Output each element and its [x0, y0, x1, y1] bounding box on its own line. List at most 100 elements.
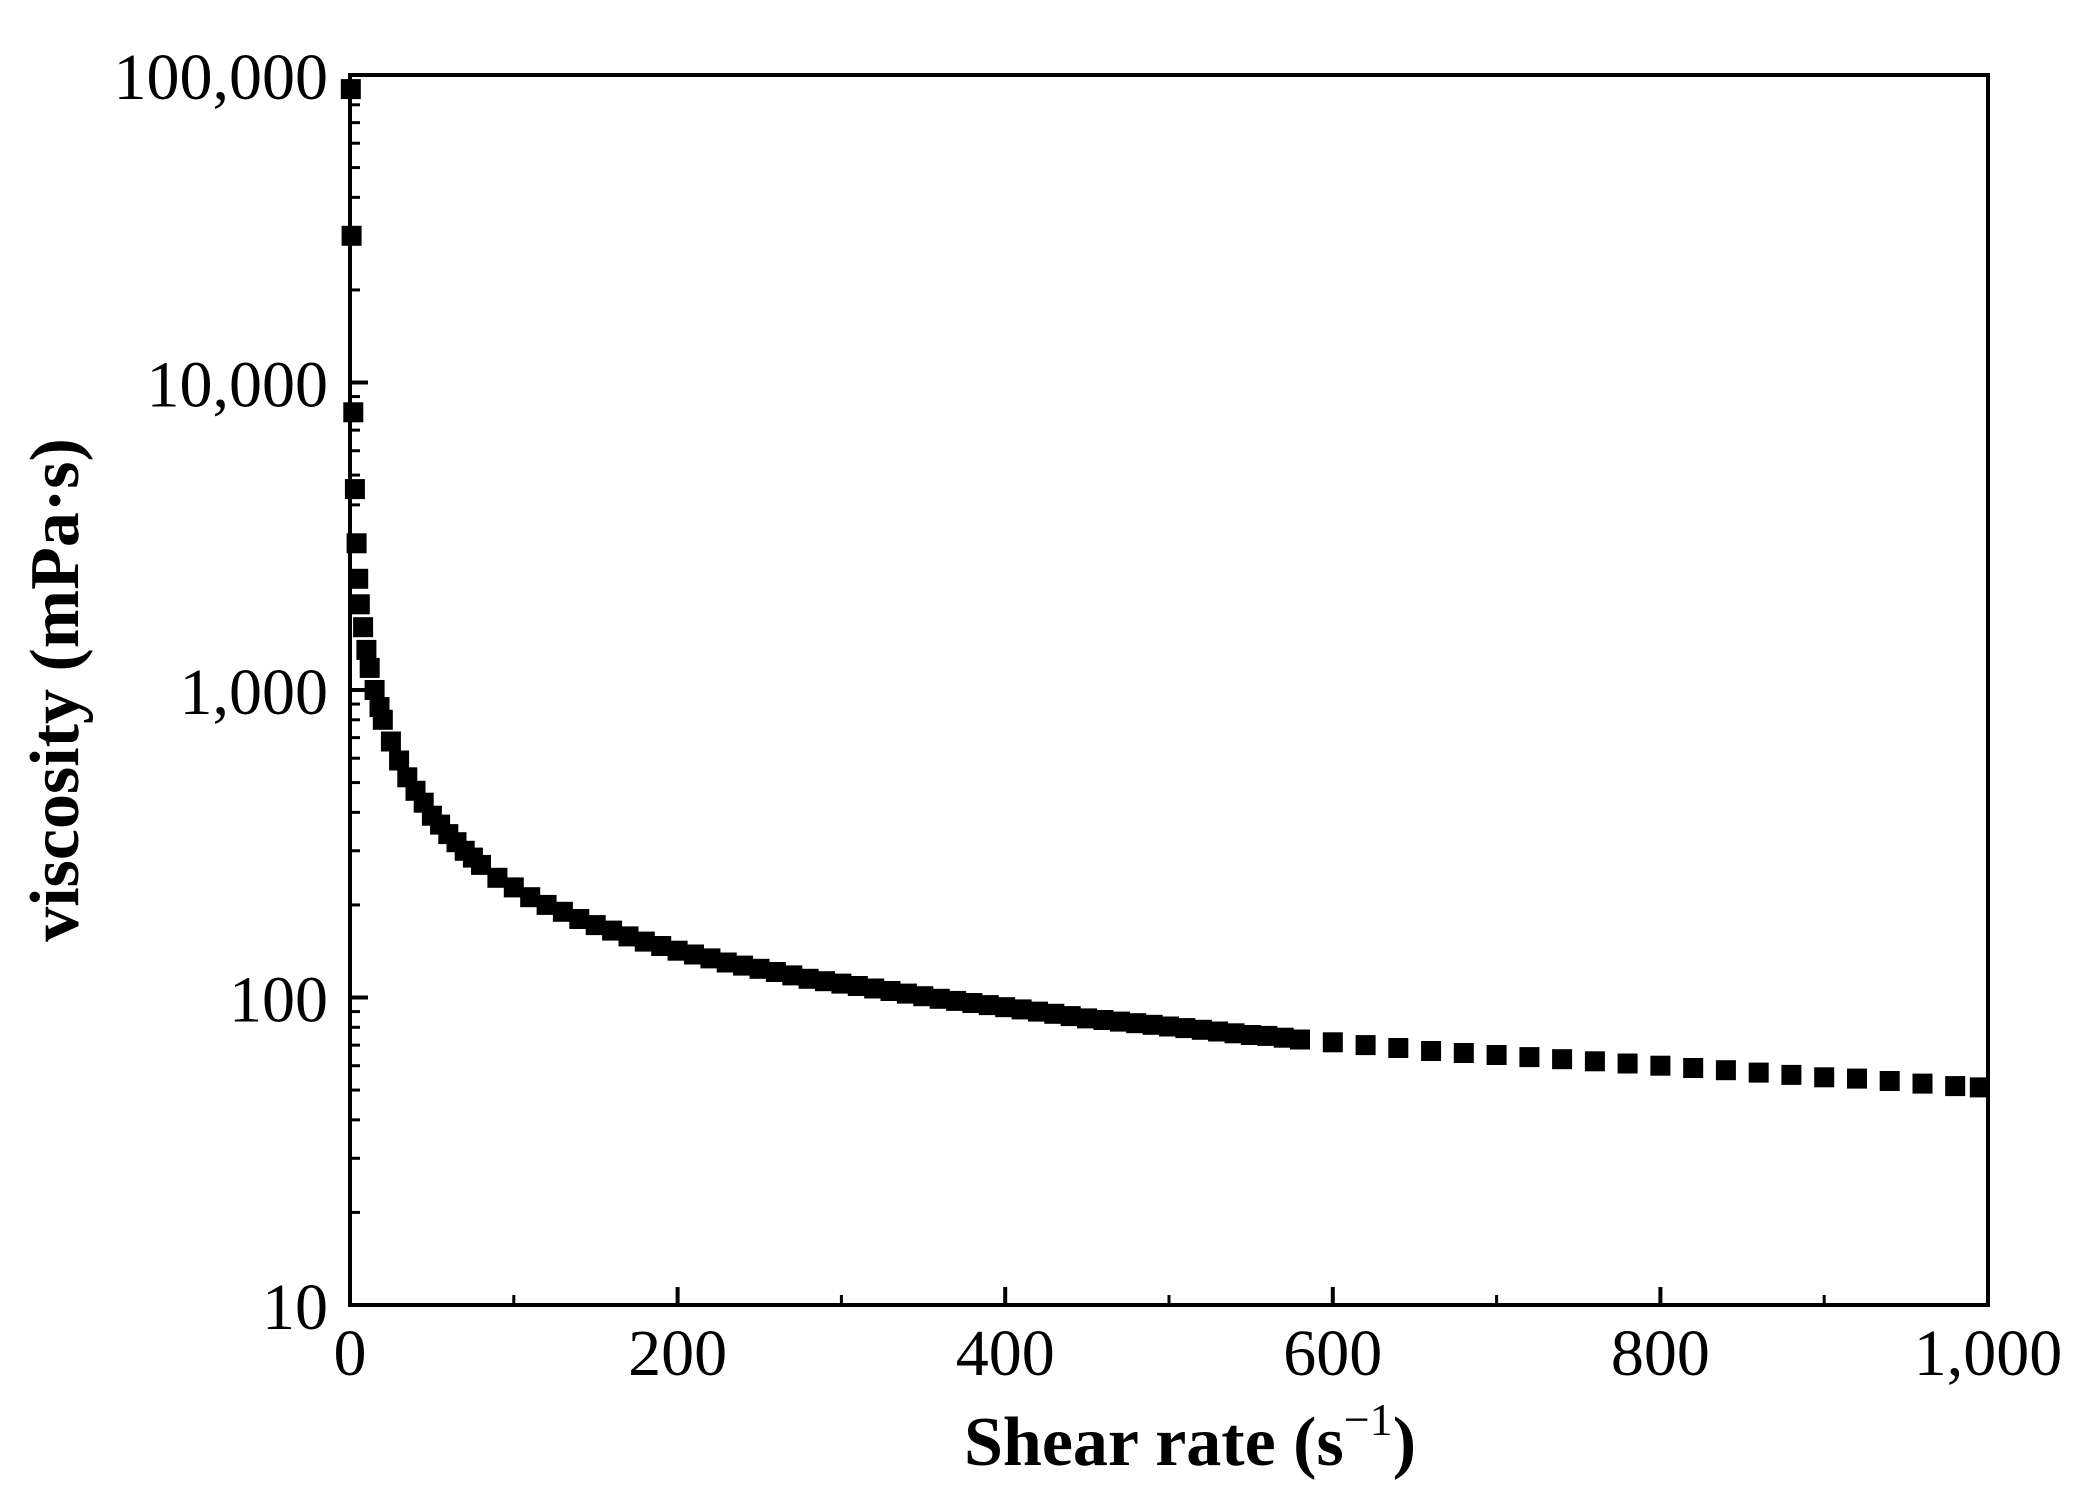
- data-point: [1109, 1011, 1130, 1032]
- data-point: [471, 854, 491, 875]
- data-point: [1650, 1055, 1671, 1076]
- data-point: [380, 731, 401, 752]
- data-point: [946, 990, 967, 1011]
- y-tick-label: 10,000: [147, 349, 329, 422]
- data-point: [1421, 1041, 1442, 1061]
- x-axis-title: Shear rate (s−1): [964, 1394, 1416, 1481]
- data-point: [684, 944, 704, 965]
- x-tick-label: 800: [1611, 1317, 1710, 1390]
- data-point: [896, 983, 917, 1004]
- data-point: [1257, 1025, 1278, 1046]
- data-point: [749, 958, 770, 979]
- data-point: [1224, 1023, 1245, 1044]
- data-point: [1093, 1010, 1114, 1030]
- y-tick-label: 100: [229, 964, 328, 1037]
- data-point: [1273, 1027, 1294, 1048]
- data-point: [1683, 1058, 1704, 1078]
- data-point: [585, 915, 606, 936]
- data-point: [782, 965, 803, 986]
- data-point: [864, 978, 885, 999]
- data-point: [1355, 1035, 1376, 1056]
- data-point: [1142, 1014, 1163, 1035]
- data-point: [520, 887, 541, 908]
- data-point: [359, 657, 380, 678]
- data-point: [1077, 1008, 1098, 1029]
- plot-frame: [348, 73, 1990, 1307]
- data-point: [1011, 999, 1032, 1020]
- data-point: [995, 997, 1016, 1018]
- data-point: [1617, 1053, 1638, 1074]
- data-point: [1159, 1016, 1179, 1037]
- data-point: [1814, 1067, 1835, 1088]
- data-point: [1208, 1021, 1229, 1042]
- data-point: [602, 920, 623, 941]
- data-point: [634, 931, 655, 952]
- data-point: [503, 877, 524, 898]
- x-tick-label: 200: [628, 1317, 727, 1390]
- y-major-ticks: [350, 73, 368, 1307]
- data-point: [389, 750, 410, 771]
- data-point: [1781, 1064, 1802, 1085]
- x-tick-label: 0: [334, 1317, 367, 1390]
- data-point: [700, 948, 721, 969]
- data-point: [1290, 1029, 1310, 1050]
- y-minor-ticks: [350, 87, 360, 1214]
- data-point: [618, 926, 639, 947]
- data-point: [1969, 1077, 1990, 1098]
- data-point: [1847, 1068, 1867, 1089]
- data-point: [536, 894, 557, 915]
- data-point: [1748, 1062, 1769, 1083]
- data-point: [667, 940, 688, 961]
- data-point: [978, 995, 999, 1016]
- data-points: [340, 79, 1990, 1098]
- data-point: [348, 568, 369, 589]
- data-point: [1044, 1003, 1065, 1024]
- data-point: [1945, 1076, 1966, 1097]
- data-point: [1453, 1043, 1474, 1063]
- data-point: [349, 594, 370, 615]
- data-point: [356, 639, 377, 660]
- data-point: [913, 986, 934, 1007]
- data-point: [1519, 1047, 1540, 1068]
- data-point: [569, 909, 590, 929]
- data-point: [847, 976, 868, 996]
- x-axis-title-superscript: −1: [1344, 1394, 1393, 1445]
- x-tick-label: 1,000: [1914, 1317, 2063, 1390]
- data-point: [1552, 1049, 1573, 1070]
- data-point: [353, 617, 374, 638]
- data-point: [815, 971, 835, 992]
- data-point: [880, 981, 901, 1001]
- data-point: [1028, 1001, 1048, 1022]
- y-tick-label: 100,000: [114, 41, 329, 114]
- data-point: [733, 955, 754, 976]
- data-point: [1322, 1032, 1343, 1053]
- y-tick-labels: 10 100 1,000 10,000 100,000: [114, 41, 329, 1344]
- data-point: [372, 709, 393, 730]
- data-point: [1715, 1060, 1736, 1081]
- data-point: [1486, 1045, 1507, 1065]
- data-point: [765, 962, 786, 982]
- x-ticks: [348, 1287, 1990, 1305]
- data-point: [651, 936, 672, 956]
- y-tick-label: 10: [262, 1271, 328, 1344]
- data-point: [798, 968, 819, 989]
- y-axis-title: viscosity (mPa·s): [17, 438, 94, 942]
- data-point: [929, 988, 950, 1009]
- data-point: [344, 479, 365, 500]
- data-point: [487, 867, 508, 888]
- x-tick-labels: 0 200 400 600 800 1,000: [334, 1317, 2063, 1390]
- x-tick-label: 600: [1283, 1317, 1382, 1390]
- data-point: [1912, 1073, 1933, 1094]
- data-point: [1126, 1013, 1147, 1034]
- y-tick-label: 1,000: [180, 656, 329, 729]
- data-point: [1175, 1018, 1196, 1039]
- data-point: [716, 952, 737, 973]
- data-point: [1879, 1071, 1900, 1091]
- data-point: [831, 973, 852, 994]
- data-point: [1240, 1025, 1261, 1045]
- data-point: [552, 901, 573, 922]
- data-point: [962, 993, 983, 1013]
- data-point: [1584, 1051, 1605, 1072]
- data-point: [364, 680, 385, 700]
